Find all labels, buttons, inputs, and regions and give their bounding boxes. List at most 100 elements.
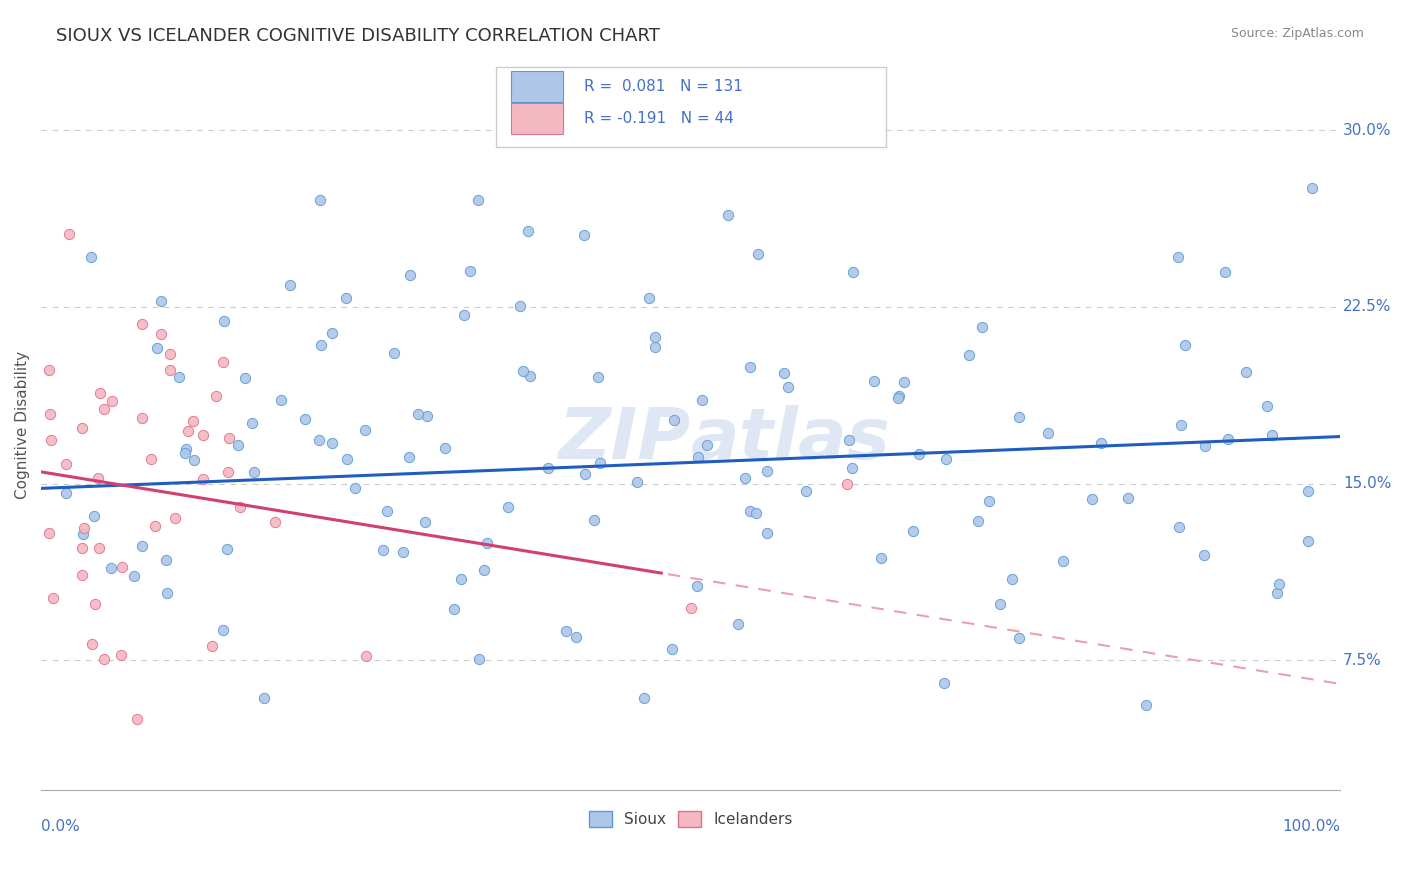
- Text: 100.0%: 100.0%: [1282, 819, 1340, 834]
- Point: [167, 370, 190, 384]
- FancyBboxPatch shape: [512, 103, 564, 134]
- FancyBboxPatch shape: [496, 67, 886, 147]
- Point: [101, 394, 124, 409]
- Point: [842, 265, 865, 279]
- Point: [309, 337, 332, 351]
- Point: [970, 320, 993, 334]
- Point: [907, 447, 929, 461]
- Point: [41, 433, 63, 447]
- Point: [468, 652, 491, 666]
- Text: atlas: atlas: [690, 405, 890, 474]
- Point: [679, 601, 702, 615]
- Point: [70, 568, 93, 582]
- Point: [1036, 426, 1059, 441]
- Point: [717, 209, 740, 223]
- Point: [159, 347, 181, 361]
- Point: [253, 691, 276, 706]
- Text: 22.5%: 22.5%: [1343, 300, 1392, 315]
- Point: [89, 386, 111, 401]
- Point: [979, 493, 1001, 508]
- Point: [264, 515, 287, 529]
- Point: [84, 597, 107, 611]
- Point: [662, 413, 685, 427]
- Point: [1170, 418, 1192, 433]
- Point: [228, 500, 250, 515]
- Point: [150, 293, 173, 308]
- Point: [443, 601, 465, 615]
- Point: [218, 431, 240, 445]
- Point: [42, 591, 65, 606]
- Text: Source: ZipAtlas.com: Source: ZipAtlas.com: [1230, 27, 1364, 40]
- Point: [111, 560, 134, 574]
- Point: [838, 433, 860, 447]
- Point: [79, 251, 101, 265]
- Point: [583, 513, 606, 527]
- Point: [212, 623, 235, 637]
- Point: [204, 389, 226, 403]
- Point: [375, 504, 398, 518]
- Point: [38, 525, 60, 540]
- Point: [183, 453, 205, 467]
- Point: [509, 300, 531, 314]
- Point: [1194, 439, 1216, 453]
- Point: [738, 359, 761, 374]
- Point: [336, 451, 359, 466]
- Point: [73, 520, 96, 534]
- Point: [745, 506, 768, 520]
- Point: [398, 450, 420, 464]
- Point: [93, 402, 115, 417]
- Point: [1090, 436, 1112, 450]
- Point: [727, 616, 749, 631]
- Point: [141, 452, 163, 467]
- Point: [413, 515, 436, 529]
- Point: [474, 564, 496, 578]
- Point: [38, 407, 60, 421]
- Point: [382, 345, 405, 359]
- Point: [1213, 265, 1236, 279]
- Point: [150, 327, 173, 342]
- Point: [1216, 432, 1239, 446]
- Point: [588, 456, 610, 470]
- Point: [644, 340, 666, 354]
- Point: [212, 354, 235, 368]
- Point: [686, 579, 709, 593]
- Point: [344, 481, 367, 495]
- Point: [406, 408, 429, 422]
- Point: [131, 411, 153, 425]
- Point: [294, 411, 316, 425]
- Point: [243, 465, 266, 479]
- Point: [901, 524, 924, 539]
- Point: [686, 450, 709, 465]
- Point: [512, 364, 534, 378]
- Text: ZIP: ZIP: [558, 405, 690, 474]
- Point: [83, 509, 105, 524]
- Point: [55, 486, 77, 500]
- Point: [893, 375, 915, 389]
- Point: [82, 637, 104, 651]
- Point: [572, 227, 595, 242]
- Point: [110, 648, 132, 662]
- Point: [125, 712, 148, 726]
- Point: [887, 392, 910, 406]
- Point: [280, 277, 302, 292]
- Point: [165, 511, 187, 525]
- Point: [93, 652, 115, 666]
- Point: [696, 438, 718, 452]
- Point: [354, 423, 377, 437]
- Point: [240, 416, 263, 430]
- Point: [131, 317, 153, 331]
- Point: [862, 374, 884, 388]
- Point: [143, 518, 166, 533]
- Text: R = -0.191   N = 44: R = -0.191 N = 44: [583, 112, 734, 127]
- Legend: Sioux, Icelanders: Sioux, Icelanders: [582, 805, 799, 833]
- Point: [70, 541, 93, 555]
- Point: [214, 314, 236, 328]
- Point: [496, 500, 519, 515]
- Point: [458, 264, 481, 278]
- Point: [1052, 554, 1074, 568]
- Point: [1296, 483, 1319, 498]
- Point: [215, 541, 238, 556]
- Point: [1135, 698, 1157, 712]
- Point: [181, 414, 204, 428]
- Point: [870, 550, 893, 565]
